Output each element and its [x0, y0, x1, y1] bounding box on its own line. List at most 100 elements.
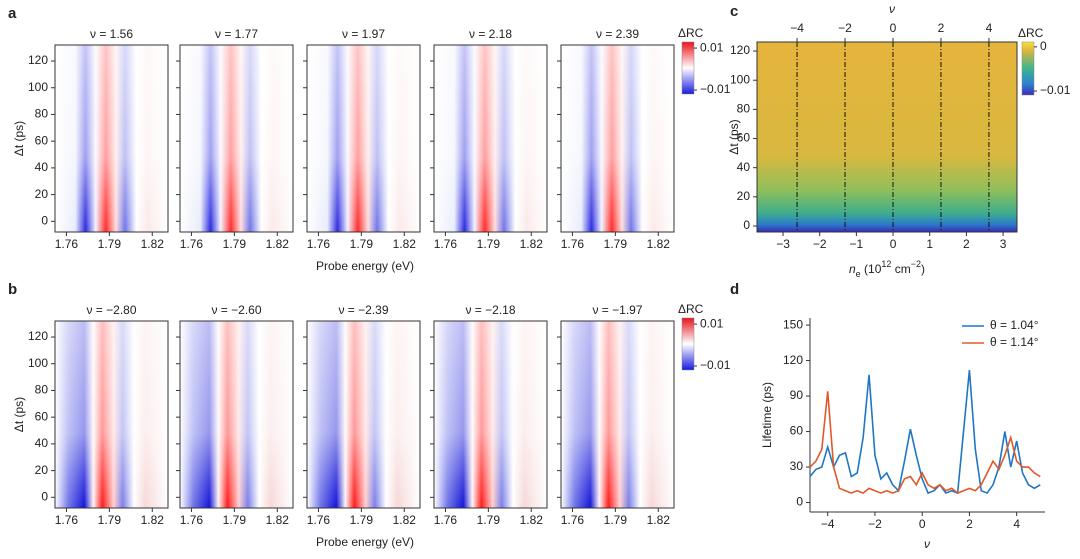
x-tick-label: 1.76 — [434, 513, 458, 527]
x-tick-label: 1.79 — [223, 237, 247, 251]
plot-frame — [756, 41, 1018, 233]
x-tick-label: 1.82 — [266, 237, 290, 251]
y-tick-label: 30 — [790, 459, 804, 473]
line-series — [809, 391, 1041, 494]
x-tick-label: 1.76 — [307, 237, 331, 251]
y-axis-label: Lifetime (ps) — [760, 382, 774, 448]
y-tick-label: 80 — [35, 383, 49, 397]
x-tick-label: 1.76 — [307, 513, 331, 527]
heatmap — [434, 45, 547, 232]
panel-label: c — [730, 3, 738, 20]
x-tick-label: 1.76 — [561, 237, 585, 251]
plot-frame — [433, 44, 548, 233]
x-axis-label-part: (10 — [861, 262, 882, 276]
x-tick-label: −4 — [790, 21, 804, 35]
x-tick-label: 1.76 — [180, 237, 204, 251]
legend-label: θ = 1.14° — [990, 335, 1039, 349]
plot-frame — [306, 320, 421, 509]
x-tick-label: 1.82 — [266, 513, 290, 527]
x-tick-label: 1.76 — [55, 237, 79, 251]
x2-axis-label: ν — [889, 2, 895, 16]
x-tick-label: 1.79 — [604, 513, 628, 527]
x-axis-label-part: 12 — [881, 259, 891, 269]
y-tick-label: 0 — [41, 489, 48, 503]
x-tick-label: 1.82 — [141, 237, 165, 251]
y-axis-label: Δt (ps) — [12, 397, 26, 432]
y-tick-label: 40 — [35, 436, 49, 450]
y-tick-label: 40 — [35, 160, 49, 174]
x-axis-label: ne (1012 cm−2) — [849, 259, 925, 279]
y-tick-label: 80 — [737, 102, 751, 116]
x-tick-label: 2 — [938, 21, 945, 35]
plot-frame — [179, 320, 294, 509]
colorbar-tick-label: 0 — [1040, 39, 1047, 53]
x-tick-label: −4 — [821, 517, 835, 531]
subplot-title: ν = 1.77 — [215, 27, 258, 41]
y-tick-label: 60 — [790, 424, 804, 438]
legend-label: θ = 1.04° — [990, 318, 1039, 332]
subplot-title: ν = 2.39 — [596, 27, 639, 41]
heatmap — [180, 45, 293, 232]
y-tick-label: 120 — [28, 53, 48, 67]
x-axis-label-part: e — [856, 269, 861, 279]
y-tick-label: 0 — [41, 213, 48, 227]
y-tick-label: 0 — [796, 495, 803, 509]
x-tick-label: 1.79 — [98, 237, 122, 251]
y-tick-label: 100 — [28, 80, 48, 94]
plot-frame — [433, 320, 548, 509]
x-tick-label: 1.82 — [647, 513, 671, 527]
plot-frame — [54, 44, 169, 233]
y-axis-label: Δt (ps) — [12, 121, 26, 156]
heatmap — [307, 321, 420, 508]
x-tick-label: 1.82 — [393, 237, 417, 251]
x-tick-label: 1.82 — [520, 237, 544, 251]
colorbar — [1021, 41, 1035, 96]
subplot-title: ν = −2.39 — [338, 303, 388, 317]
panel-label: b — [8, 281, 17, 298]
plot-frame — [560, 44, 675, 233]
colorbar-title: ΔRC — [678, 302, 704, 316]
colorbar-tick-label: −0.01 — [700, 82, 731, 96]
x-tick-label: 1.79 — [350, 513, 374, 527]
y-tick-label: 60 — [35, 409, 49, 423]
colorbar-tick-label: 0.01 — [700, 40, 724, 54]
x-tick-label: −2 — [868, 517, 882, 531]
x-tick-label: 2 — [966, 517, 973, 531]
line-series — [809, 369, 1041, 495]
heatmap — [180, 321, 293, 508]
x-tick-label: 4 — [986, 21, 993, 35]
x-tick-label: 1.79 — [350, 237, 374, 251]
x-axis-label: Probe energy (eV) — [316, 259, 414, 273]
subplot-title: ν = 1.56 — [90, 27, 133, 41]
subplot-title: ν = 1.97 — [342, 27, 385, 41]
x-tick-label: −1 — [850, 237, 864, 251]
heatmap — [55, 321, 168, 508]
x-tick-label: 1.76 — [434, 237, 458, 251]
x-tick-label: −2 — [813, 237, 827, 251]
x-tick-label: 1.76 — [180, 513, 204, 527]
x-tick-label: 1.79 — [477, 513, 501, 527]
x-tick-label: 0 — [890, 21, 897, 35]
heatmap — [561, 321, 674, 508]
x-tick-label: 1.79 — [477, 237, 501, 251]
plot-frame — [179, 44, 294, 233]
x-axis-label: Probe energy (eV) — [316, 535, 414, 549]
x-tick-label: 1.82 — [141, 513, 165, 527]
y-tick-label: 20 — [737, 189, 751, 203]
plot-frame — [306, 44, 421, 233]
x-tick-label: 1.79 — [604, 237, 628, 251]
x-tick-label: 1.76 — [55, 513, 79, 527]
y-tick-label: 40 — [737, 160, 751, 174]
colorbar-tick-label: 0.01 — [700, 316, 724, 330]
x-tick-label: 1.82 — [520, 513, 544, 527]
y-tick-label: 120 — [730, 43, 750, 57]
x-tick-label: 1.79 — [98, 513, 122, 527]
x-tick-label: −3 — [776, 237, 790, 251]
colorbar — [681, 41, 695, 95]
plot-frame — [54, 320, 169, 509]
heatmap — [757, 42, 1017, 232]
x-tick-label: 1 — [926, 237, 933, 251]
colorbar-title: ΔRC — [1018, 26, 1044, 40]
y-tick-label: 100 — [730, 72, 750, 86]
y-tick-label: 60 — [737, 131, 751, 145]
